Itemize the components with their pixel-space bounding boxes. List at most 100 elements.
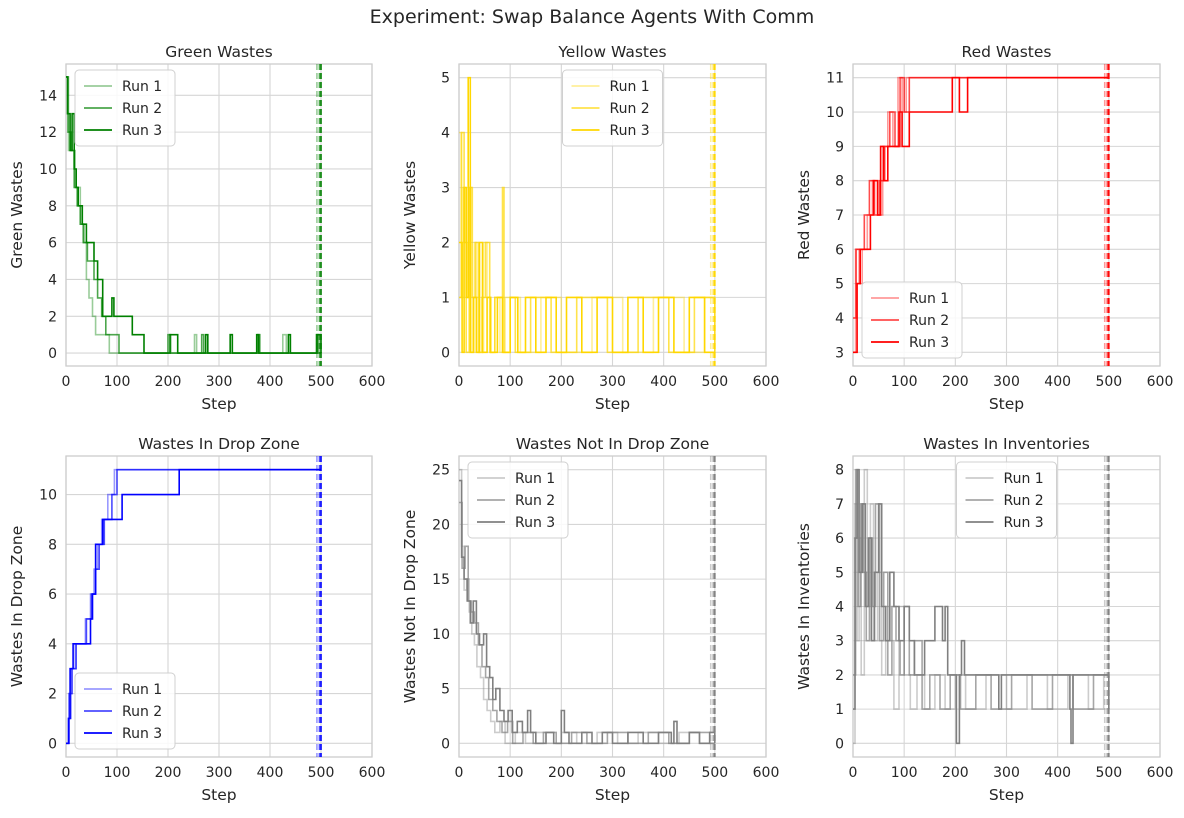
- y-tick-label: 3: [835, 345, 844, 361]
- legend-label: Run 1: [122, 682, 162, 698]
- y-tick-label: 0: [835, 736, 844, 752]
- x-tick-label: 0: [62, 374, 71, 390]
- x-tick-label: 400: [1044, 765, 1071, 781]
- x-tick-label: 400: [257, 374, 284, 390]
- x-tick-label: 400: [650, 765, 677, 781]
- series-group: [853, 468, 1110, 745]
- legend-label: Run 2: [909, 313, 949, 329]
- y-tick-label: 6: [835, 242, 844, 258]
- series-group: [853, 76, 1109, 354]
- x-tick-label: 300: [206, 765, 233, 781]
- x-tick-label: 0: [849, 765, 858, 781]
- y-tick-label: 1: [441, 290, 450, 306]
- subplot-4: 0 100 200 300 400 500 600 0 2 4 6 8 10 Wastes In Drop…: [8, 435, 385, 804]
- y-tick-label: 0: [48, 736, 57, 752]
- y-tick-label: 0: [441, 736, 450, 752]
- subplot-title: Red Wastes: [962, 43, 1052, 61]
- x-tick-label: 200: [548, 374, 575, 390]
- legend-label: Run 1: [515, 471, 555, 487]
- legend-label: Run 3: [610, 123, 650, 139]
- x-tick-label: 400: [650, 374, 677, 390]
- x-tick-label: 200: [155, 374, 182, 390]
- subplot-6: 0 100 200 300 400 500 600 0 1 2 3 4 5 6 7 8 Wastes In In…: [795, 435, 1173, 804]
- x-tick-label: 100: [104, 374, 131, 390]
- x-tick-label: 500: [1095, 374, 1122, 390]
- x-tick-label: 500: [701, 765, 728, 781]
- y-tick-label: 10: [39, 162, 57, 178]
- x-tick-label: 600: [359, 374, 386, 390]
- plot-frame: [458, 455, 767, 758]
- y-tick-label: 8: [835, 463, 844, 479]
- subplot-title: Wastes In Inventories: [923, 435, 1090, 453]
- y-tick-label: 25: [432, 463, 450, 479]
- x-tick-label: 200: [155, 765, 182, 781]
- x-tick-label: 600: [359, 765, 386, 781]
- series-group: [459, 76, 716, 354]
- y-axis-label: Wastes In Inventories: [795, 523, 813, 690]
- series-line-run-3: [459, 479, 716, 745]
- x-tick-label: 500: [308, 374, 335, 390]
- subplot-2: 0 100 200 300 400 500 600 0 1 2 3 4 5 Yellow Wastes St…: [401, 43, 779, 413]
- legend-box: [861, 281, 963, 359]
- x-tick-label: 100: [497, 765, 524, 781]
- y-tick-label: 4: [48, 272, 57, 288]
- x-tick-label: 200: [942, 765, 969, 781]
- y-tick-label: 4: [835, 311, 844, 327]
- x-tick-label: 600: [1147, 374, 1174, 390]
- x-axis-label: Step: [595, 395, 630, 413]
- y-tick-label: 2: [835, 668, 844, 684]
- y-tick-label: 14: [39, 88, 57, 104]
- legend-label: Run 3: [909, 335, 949, 351]
- plot-frame: [65, 455, 373, 758]
- y-tick-label: 3: [441, 181, 450, 197]
- y-tick-label: 2: [48, 309, 57, 325]
- series-line-run-3: [853, 76, 1109, 354]
- x-axis-label: Step: [201, 395, 236, 413]
- x-tick-label: 200: [548, 765, 575, 781]
- y-tick-label: 6: [48, 236, 57, 252]
- legend: Run 1 Run 2 Run 3: [467, 461, 569, 539]
- series-line-run-3: [459, 76, 715, 354]
- y-tick-label: 6: [835, 531, 844, 547]
- x-tick-label: 0: [62, 765, 71, 781]
- legend-label: Run 2: [1004, 493, 1044, 509]
- legend-label: Run 1: [909, 291, 949, 307]
- y-tick-label: 4: [835, 600, 844, 616]
- x-tick-label: 100: [891, 765, 918, 781]
- legend-box: [562, 69, 663, 147]
- y-tick-label: 8: [835, 174, 844, 190]
- legend-box: [956, 461, 1057, 539]
- x-tick-label: 100: [891, 374, 918, 390]
- y-tick-label: 2: [441, 235, 450, 251]
- subplot-title: Wastes Not In Drop Zone: [516, 435, 710, 453]
- series-group: [459, 468, 716, 745]
- y-tick-label: 1: [835, 702, 844, 718]
- legend-box: [74, 672, 176, 750]
- x-tick-label: 100: [104, 765, 131, 781]
- x-tick-label: 0: [849, 374, 858, 390]
- x-tick-label: 300: [993, 374, 1020, 390]
- x-tick-label: 300: [599, 374, 626, 390]
- series-line-run-3: [66, 76, 322, 354]
- series-line-run-3: [853, 468, 1110, 745]
- legend-label: Run 2: [122, 101, 162, 117]
- series-group: [66, 468, 321, 745]
- x-tick-label: 200: [942, 374, 969, 390]
- y-tick-label: 2: [48, 687, 57, 703]
- y-axis-label: Yellow Wastes: [401, 161, 419, 270]
- x-tick-label: 500: [1095, 765, 1122, 781]
- legend-box: [467, 461, 569, 539]
- x-tick-label: 400: [257, 765, 284, 781]
- y-tick-label: 8: [48, 537, 57, 553]
- x-axis-label: Step: [989, 395, 1024, 413]
- legend-box: [74, 69, 176, 147]
- subplot-5: 0 100 200 300 400 500 600 0 5 10 15 20 25 Wastes Not …: [401, 435, 779, 804]
- y-tick-label: 10: [432, 627, 450, 643]
- series-group: [66, 76, 322, 354]
- y-tick-label: 6: [48, 587, 57, 603]
- y-tick-label: 7: [835, 208, 844, 224]
- y-tick-label: 0: [441, 345, 450, 361]
- y-tick-label: 5: [835, 565, 844, 581]
- y-tick-label: 11: [826, 71, 844, 87]
